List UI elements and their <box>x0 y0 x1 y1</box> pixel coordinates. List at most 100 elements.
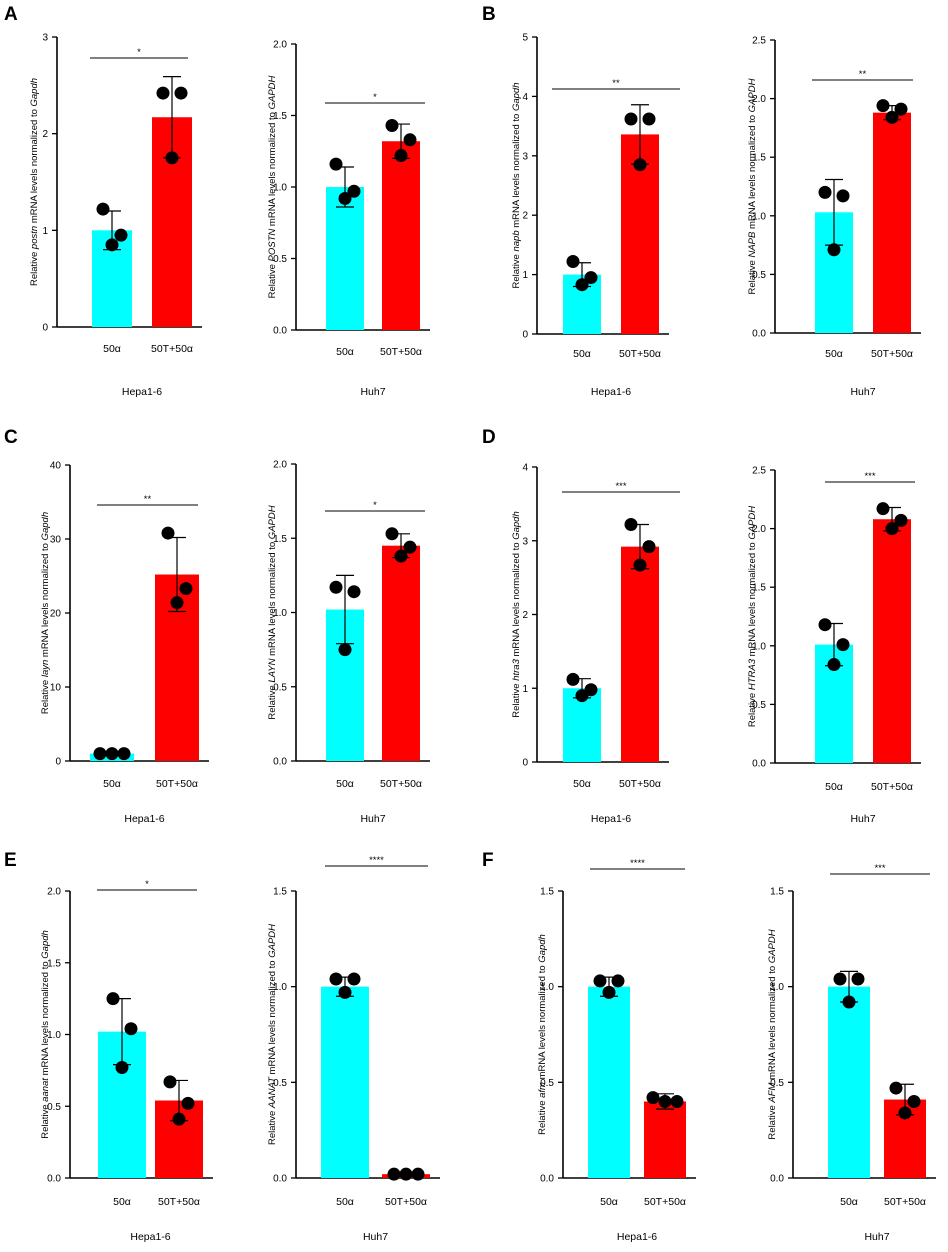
data-point <box>124 1022 138 1036</box>
y-tick-label: 2.0 <box>752 94 766 105</box>
y-tick-label: 1.0 <box>273 982 287 993</box>
data-point <box>347 184 361 198</box>
panel-label-b: B <box>482 4 496 25</box>
y-tick-label: 1.5 <box>47 958 61 969</box>
data-point <box>670 1094 684 1108</box>
y-tick-label: 10 <box>50 683 62 694</box>
y-axis-label: Relative LAYN mRNA levels normalized to … <box>267 505 278 719</box>
y-tick-label: 40 <box>50 461 62 472</box>
category-label: 50T+50α <box>385 1196 427 1208</box>
data-point <box>885 522 899 536</box>
data-point <box>851 972 865 986</box>
data-point <box>836 189 850 203</box>
category-label: 50α <box>573 778 591 790</box>
y-axis-label: Relative htra3 mRNA levels normalized to… <box>511 511 522 717</box>
data-point <box>833 972 847 986</box>
data-point <box>179 582 193 596</box>
y-tick-label: 2.0 <box>47 887 61 898</box>
significance-stars: ** <box>859 69 867 80</box>
data-point <box>642 112 656 126</box>
data-point <box>105 238 119 252</box>
y-tick-label: 0.5 <box>47 1102 61 1113</box>
chart-group: 0 1 2 3 50α 50T+50α * Hepa1-6 Relative postn mRN… <box>29 33 936 1243</box>
y-axis-label: Relative layn mRNA levels normalized to … <box>40 512 51 714</box>
significance-stars: * <box>373 500 377 511</box>
data-point <box>907 1094 921 1108</box>
y-tick-label: 1.5 <box>273 534 287 545</box>
significance-stars: **** <box>369 855 384 866</box>
data-point <box>842 995 856 1009</box>
category-label: 50T+50α <box>871 781 913 793</box>
y-axis-label: Relative AFM mRNA levels normalized to G… <box>767 929 778 1139</box>
significance-stars: **** <box>630 858 645 869</box>
cell-line-label: Hepa1-6 <box>617 1231 657 1243</box>
data-point <box>165 151 179 165</box>
data-point <box>181 1096 195 1110</box>
category-label: 50T+50α <box>151 343 193 355</box>
y-tick-label: 0.5 <box>752 270 766 281</box>
y-tick-label: 0.5 <box>273 254 287 265</box>
y-tick-label: 2.0 <box>273 40 287 51</box>
y-tick-label: 1 <box>522 684 528 695</box>
category-label: 50T+50α <box>619 348 661 360</box>
y-tick-label: 0 <box>522 330 528 341</box>
y-tick-label: 1 <box>522 270 528 281</box>
significance-stars: * <box>137 47 141 58</box>
significance-stars: * <box>373 92 377 103</box>
data-point <box>387 1167 401 1181</box>
category-label: 50α <box>103 343 121 355</box>
data-point <box>105 747 119 761</box>
y-tick-label: 1.0 <box>47 1030 61 1041</box>
cell-line-label: Huh7 <box>850 813 875 825</box>
y-tick-label: 4 <box>522 463 528 474</box>
data-point <box>106 992 120 1006</box>
cell-line-label: Hepa1-6 <box>124 813 164 825</box>
data-point <box>329 157 343 171</box>
data-point <box>818 618 832 632</box>
data-point <box>163 1075 177 1089</box>
cell-line-label: Huh7 <box>360 386 385 398</box>
data-point <box>385 527 399 541</box>
bar-treated <box>382 545 420 761</box>
data-point <box>593 974 607 988</box>
data-point <box>385 119 399 133</box>
data-point <box>161 526 175 540</box>
data-point <box>658 1094 672 1108</box>
category-label: 50T+50α <box>156 778 198 790</box>
y-axis-label: Relative afm mRNA levels normalized to G… <box>537 934 548 1135</box>
y-tick-label: 30 <box>50 535 62 546</box>
category-label: 50α <box>336 778 354 790</box>
data-point <box>646 1091 660 1105</box>
y-tick-label: 0.0 <box>273 1174 287 1185</box>
data-point <box>172 1112 186 1126</box>
data-point <box>403 540 417 554</box>
y-tick-label: 1.5 <box>540 887 554 898</box>
y-tick-label: 2.5 <box>752 466 766 477</box>
y-tick-label: 1.0 <box>752 641 766 652</box>
y-tick-label: 0.5 <box>273 1078 287 1089</box>
category-label: 50α <box>840 1196 858 1208</box>
panel-label-d: D <box>482 427 496 448</box>
data-point <box>329 972 343 986</box>
chart-e-hepa1-6: 0.0 0.5 1.0 1.5 2.0 50α 50T+50α * Hepa1-6 Relativ… <box>40 879 213 1243</box>
y-tick-label: 1.5 <box>273 887 287 898</box>
significance-stars: *** <box>864 471 875 482</box>
bar-control <box>321 986 369 1178</box>
category-label: 50T+50α <box>158 1196 200 1208</box>
data-point <box>885 110 899 124</box>
category-label: 50α <box>573 348 591 360</box>
cell-line-label: Hepa1-6 <box>591 386 631 398</box>
y-axis-label: Relative HTRA3 mRNA levels normalized to… <box>747 506 758 727</box>
bar-treated <box>382 141 420 330</box>
y-tick-label: 1.0 <box>273 183 287 194</box>
bar-treated <box>873 112 911 333</box>
y-tick-label: 1.5 <box>752 583 766 594</box>
data-point <box>156 86 170 100</box>
data-point <box>898 1106 912 1120</box>
y-tick-label: 2 <box>522 610 528 621</box>
y-tick-label: 1.0 <box>770 982 784 993</box>
category-label: 50T+50α <box>380 778 422 790</box>
data-point <box>818 185 832 199</box>
data-point <box>93 747 107 761</box>
